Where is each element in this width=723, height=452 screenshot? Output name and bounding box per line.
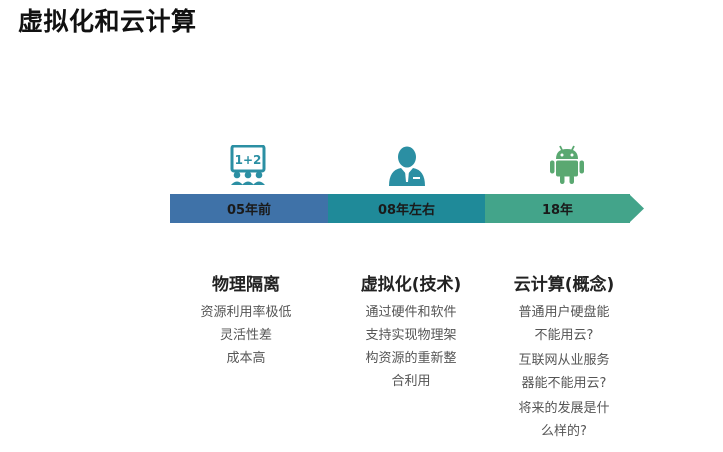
column-2-body: 通过硬件和软件 支持实现物理架 构资源的重新整 合利用 — [336, 301, 486, 393]
column-3-line: 普通用户硬盘能 — [518, 305, 610, 320]
android-icon — [550, 145, 584, 184]
timeline-stage-1: 05年前 — [170, 194, 328, 223]
column-2-heading: 虚拟化(技术) — [360, 275, 462, 295]
column-2-line: 支持实现物理架 — [365, 328, 457, 343]
column-3-line: 么样的? — [541, 424, 587, 439]
classroom-board-text: 1+2 — [235, 153, 262, 167]
column-1-body: 资源利用率极低 灵活性差 成本高 — [171, 301, 321, 370]
column-2-line: 构资源的重新整 — [365, 351, 457, 366]
column-3-line: 不能用云? — [534, 328, 594, 343]
timeline-stage-3: 18年 — [485, 194, 630, 223]
timeline-arrow-head — [629, 194, 644, 223]
column-3-line: 器能不能用云? — [521, 376, 607, 391]
stage-1-label: 05年前 — [226, 203, 272, 218]
column-3-body: 普通用户硬盘能 不能用云? 互联网从业服务 器能不能用云? 将来的发展是什 么样… — [489, 301, 639, 443]
page-title: 虚拟化和云计算 — [18, 7, 197, 36]
column-1-line: 灵活性差 — [219, 328, 272, 343]
column-3-heading: 云计算(概念) — [513, 275, 615, 295]
column-1-line: 资源利用率极低 — [200, 305, 292, 320]
column-3-line: 将来的发展是什 — [518, 401, 610, 416]
user-icon — [389, 146, 425, 186]
timeline: 05年前 08年左右 18年 — [170, 194, 645, 223]
stage-3-label: 18年 — [541, 203, 574, 218]
column-1-line: 成本高 — [226, 351, 266, 366]
timeline-stage-2: 08年左右 — [328, 194, 485, 223]
classroom-icon: 1+2 — [230, 145, 266, 185]
stage-2-label: 08年左右 — [377, 203, 436, 218]
column-3-line: 互联网从业服务 — [518, 353, 610, 368]
column-2-line: 通过硬件和软件 — [365, 305, 457, 320]
column-2-line: 合利用 — [391, 374, 431, 389]
column-1-heading: 物理隔离 — [212, 275, 280, 295]
